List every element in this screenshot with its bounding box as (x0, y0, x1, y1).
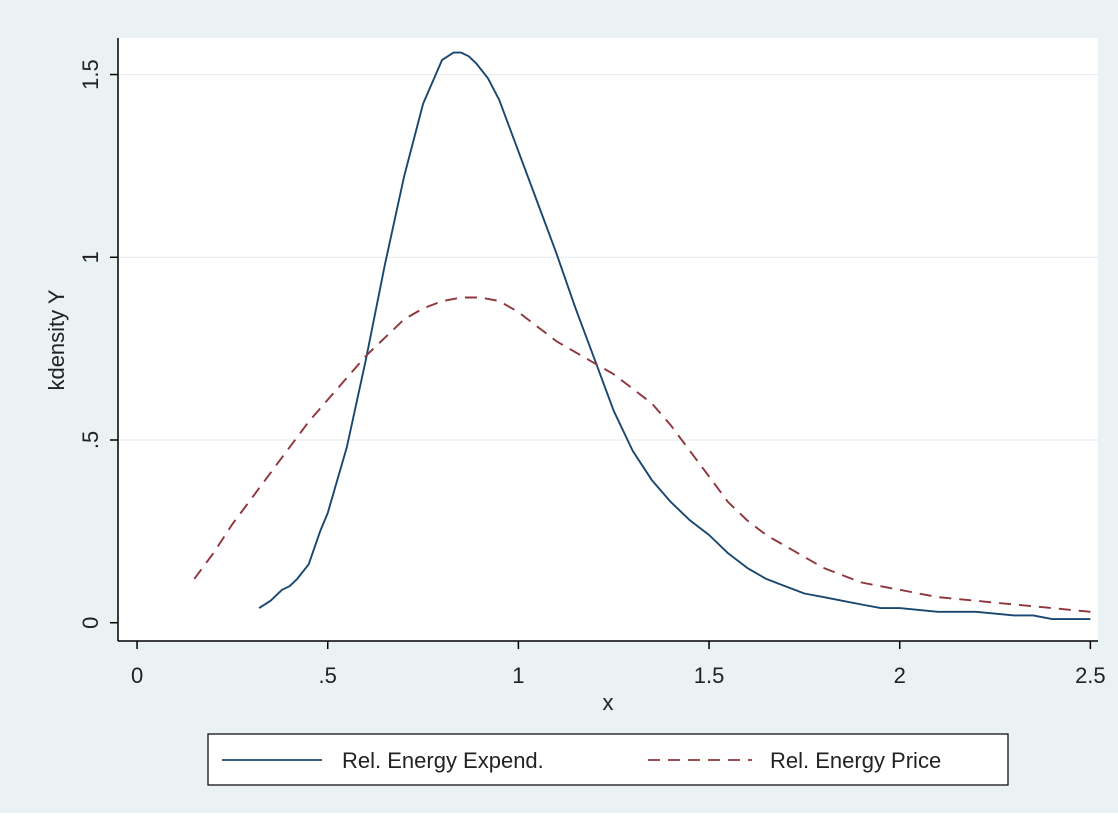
legend-label-rel-energy-price: Rel. Energy Price (770, 748, 941, 773)
x-tick-label-5: 2.5 (1075, 663, 1106, 688)
y-tick-label-3: 1.5 (78, 59, 103, 90)
x-tick-label-0: 0 (131, 663, 143, 688)
axis-ticks: 0 .5 1 1.5 2 2.5 0 .5 1 1.5 (78, 59, 1106, 688)
x-tick-label-4: 2 (894, 663, 906, 688)
x-tick-label-1: .5 (319, 663, 337, 688)
y-tick-label-2: 1 (78, 251, 103, 263)
legend-box (207, 733, 1009, 786)
y-tick-label-1: .5 (78, 431, 103, 449)
series-line-1 (193, 296, 1091, 613)
series-lines (193, 51, 1091, 621)
y-axis-label: kdensity Y (44, 289, 69, 390)
y-tick-label-0: 0 (78, 617, 103, 629)
plot-area (118, 38, 1098, 641)
series-line-0 (258, 51, 1091, 621)
x-tick-label-3: 1.5 (694, 663, 725, 688)
x-tick-label-2: 1 (512, 663, 524, 688)
legend: Rel. Energy Expend. Rel. Energy Price (207, 733, 1009, 786)
grid-lines (118, 73, 1098, 441)
x-axis-label: x (603, 690, 614, 715)
legend-label-rel-energy-expend: Rel. Energy Expend. (342, 748, 544, 773)
